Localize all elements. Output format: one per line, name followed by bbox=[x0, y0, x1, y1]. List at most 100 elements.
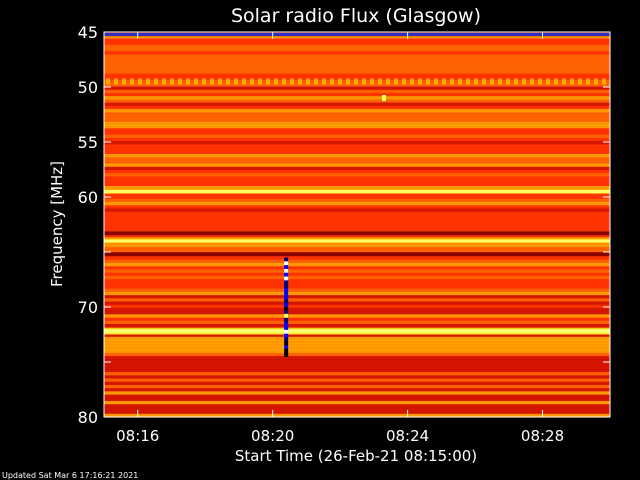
heatmap-stripe bbox=[104, 202, 610, 206]
heatmap-stripe bbox=[104, 352, 610, 357]
burst-segment bbox=[284, 265, 289, 270]
heatmap-stripe bbox=[104, 314, 610, 319]
dotted-band-mark bbox=[282, 78, 286, 85]
heatmap-stripe bbox=[104, 57, 610, 62]
burst-segment bbox=[284, 268, 289, 274]
heatmap-stripe bbox=[104, 400, 610, 405]
burst-segment bbox=[284, 276, 289, 281]
dotted-band-mark bbox=[458, 78, 462, 85]
burst-hotspot bbox=[284, 313, 289, 318]
burst-segment bbox=[284, 329, 289, 335]
dotted-band-mark bbox=[354, 78, 358, 85]
heatmap-stripe bbox=[104, 250, 610, 254]
heatmap-stripe bbox=[104, 118, 610, 123]
dotted-band-mark bbox=[114, 78, 118, 85]
burst-segment bbox=[284, 272, 289, 278]
heatmap-stripe bbox=[104, 340, 610, 344]
heatmap-stripe bbox=[104, 214, 610, 219]
dotted-band-mark bbox=[546, 78, 550, 85]
dotted-band-mark bbox=[130, 78, 134, 85]
heatmap-stripe bbox=[104, 163, 610, 168]
heatmap-stripe bbox=[104, 307, 610, 312]
x-tick-label: 08:16 bbox=[116, 427, 159, 445]
heatmap-stripe bbox=[104, 115, 610, 120]
heatmap-stripe bbox=[104, 67, 610, 72]
heatmap-stripe bbox=[104, 333, 610, 338]
heatmap-stripe bbox=[104, 397, 610, 402]
heatmap-stripe bbox=[104, 211, 610, 216]
x-tick-label: 08:28 bbox=[521, 427, 564, 445]
heatmap-stripe bbox=[104, 304, 610, 309]
dotted-band-mark bbox=[242, 78, 246, 85]
dotted-band-mark bbox=[498, 78, 502, 85]
burst-segment bbox=[284, 345, 289, 350]
dotted-band-mark bbox=[186, 78, 190, 85]
dotted-band-mark bbox=[410, 78, 414, 85]
dotted-band-mark bbox=[330, 78, 334, 85]
heatmap-stripe bbox=[104, 64, 610, 68]
burst-segment bbox=[284, 261, 289, 266]
y-axis: 45 50 55 60 70 80 bbox=[78, 23, 610, 427]
heatmap-stripe bbox=[104, 301, 610, 306]
dark-band bbox=[104, 231, 610, 236]
heatmap-stripe bbox=[104, 38, 610, 43]
burst-segment bbox=[284, 291, 289, 297]
heatmap-stripe bbox=[104, 368, 610, 373]
heatmap-stripe bbox=[104, 192, 610, 197]
heatmap-stripe bbox=[104, 272, 610, 277]
burst-segment bbox=[284, 348, 289, 354]
dotted-band-mark bbox=[522, 78, 526, 85]
burst-segment bbox=[284, 303, 289, 308]
updated-timestamp: Updated Sat Mar 6 17:16:21 2021 bbox=[2, 471, 138, 480]
heatmap-stripe bbox=[104, 359, 610, 364]
heatmap-stripe bbox=[104, 48, 610, 52]
dotted-band-mark bbox=[538, 78, 542, 85]
heatmap-stripe bbox=[104, 218, 610, 222]
y-tick-label: 80 bbox=[78, 408, 98, 427]
chart-title: Solar radio Flux (Glasgow) bbox=[231, 5, 481, 27]
dotted-band-mark bbox=[154, 78, 158, 85]
heatmap-stripe bbox=[104, 279, 610, 283]
heatmap-stripe bbox=[104, 41, 610, 46]
heatmap-stripe bbox=[104, 176, 610, 181]
dotted-band-mark bbox=[594, 78, 598, 85]
heatmap-stripe bbox=[104, 394, 610, 399]
x-tick-label: 08:20 bbox=[251, 427, 294, 445]
dotted-band-mark bbox=[122, 78, 126, 85]
dotted-band-mark bbox=[370, 78, 374, 85]
heatmap-stripe bbox=[104, 407, 610, 412]
heatmap-stripe bbox=[104, 234, 610, 238]
heatmap-stripe bbox=[104, 208, 610, 213]
heatmap-stripe bbox=[104, 35, 610, 40]
dotted-band-mark bbox=[226, 78, 230, 85]
heatmap-stripe bbox=[104, 221, 610, 226]
heatmap-stripe bbox=[104, 372, 610, 376]
heatmap-stripe bbox=[104, 160, 610, 165]
heatmap-stripe bbox=[104, 150, 610, 155]
heatmap-stripe bbox=[104, 134, 610, 139]
burst-segment bbox=[284, 280, 289, 285]
bright-spot bbox=[381, 95, 386, 101]
dotted-band-mark bbox=[434, 78, 438, 85]
heatmap-stripe bbox=[104, 70, 610, 75]
heatmap-stripe bbox=[104, 413, 610, 418]
heatmap-stripe bbox=[104, 291, 610, 296]
heatmap-stripe bbox=[104, 298, 610, 303]
heatmap-stripe bbox=[104, 346, 610, 351]
heatmap-stripe bbox=[104, 410, 610, 415]
dotted-band-mark bbox=[490, 78, 494, 85]
heatmap-stripe bbox=[104, 96, 610, 100]
y-tick-label: 45 bbox=[78, 23, 98, 42]
burst-segment bbox=[284, 333, 289, 338]
heatmap-stripe bbox=[104, 86, 610, 91]
y-tick-label: 70 bbox=[78, 298, 98, 317]
dotted-band-mark bbox=[418, 78, 422, 85]
dotted-band-mark bbox=[602, 78, 606, 85]
heatmap-stripe bbox=[104, 186, 610, 190]
heatmap-stripe bbox=[104, 266, 610, 271]
heatmap-stripe bbox=[104, 121, 610, 126]
heatmap-stripe bbox=[104, 60, 610, 65]
heatmap-stripe bbox=[104, 288, 610, 293]
dotted-band-mark bbox=[250, 78, 254, 85]
dotted-band-mark bbox=[394, 78, 398, 85]
